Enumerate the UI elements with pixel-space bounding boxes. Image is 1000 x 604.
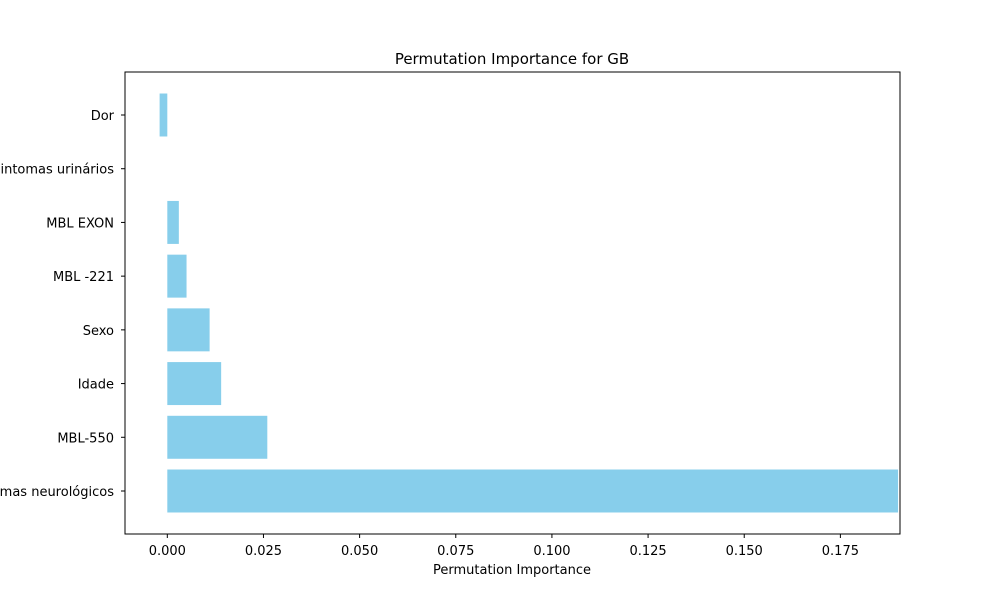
- bars-layer: [159, 93, 899, 513]
- bar-1: [167, 415, 268, 459]
- y-tick-label: Idade: [78, 378, 114, 393]
- y-tick-label: MBL-550: [57, 431, 114, 446]
- bar-5: [167, 200, 179, 244]
- bar-3: [167, 308, 210, 352]
- y-tick-label: Sintomas neurológicos: [0, 485, 114, 500]
- ticks-layer: Sintomas neurológicos MBL-550 Idade Sexo MBL…: [0, 109, 859, 559]
- y-tick-label: Sexo: [83, 324, 114, 339]
- x-tick-label: 0.025: [245, 544, 282, 559]
- x-tick-label: 0.000: [149, 544, 186, 559]
- x-tick-label: 0.075: [437, 544, 474, 559]
- x-tick-label: 0.100: [533, 544, 570, 559]
- chart-title: Permutation Importance for GB: [395, 50, 629, 68]
- x-tick-label: 0.050: [341, 544, 378, 559]
- bar-7: [159, 93, 168, 137]
- x-tick-label: 0.150: [726, 544, 763, 559]
- x-tick-label: 0.175: [822, 544, 859, 559]
- y-tick-label: Sintomas urinários: [0, 163, 114, 178]
- y-tick-label: MBL EXON: [46, 216, 114, 231]
- y-tick-label: Dor: [91, 109, 115, 124]
- bar-0: [167, 469, 899, 513]
- x-tick-label: 0.125: [629, 544, 666, 559]
- bar-2: [167, 362, 222, 406]
- y-tick-label: MBL -221: [53, 270, 114, 285]
- x-axis-label: Permutation Importance: [433, 563, 591, 578]
- bar-4: [167, 254, 187, 298]
- plot-frame: [124, 71, 901, 535]
